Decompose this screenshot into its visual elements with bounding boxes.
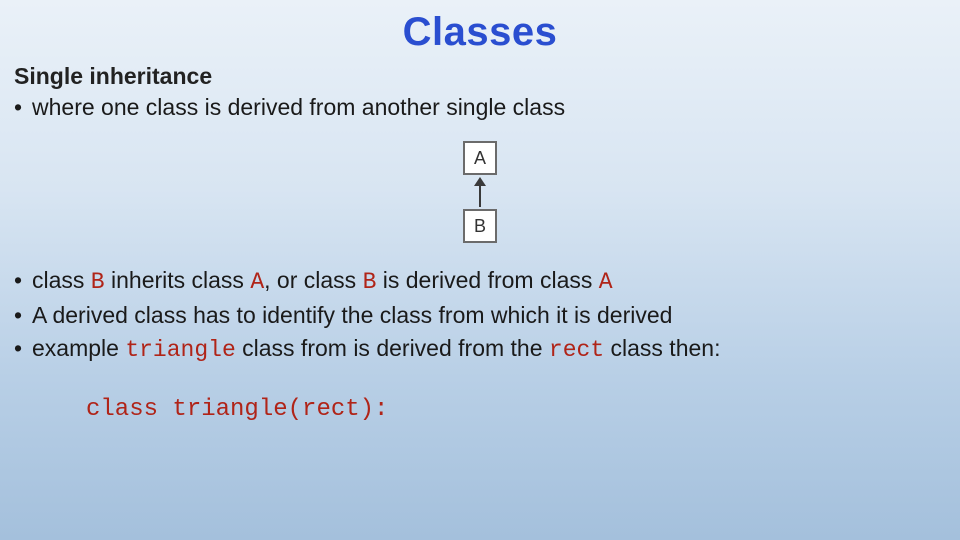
t: class from is derived from the [236,335,549,361]
bullet-3: • A derived class has to identify the cl… [14,300,946,331]
code-a: A [250,269,264,295]
slide-title: Classes [0,0,960,55]
code-a: A [599,269,613,295]
bullet-dot-icon: • [14,92,32,123]
bullet-4-text: example triangle class from is derived f… [32,333,946,366]
code-example: class triangle(rect): [86,396,946,423]
diagram-arrow [14,175,946,209]
bullet-4: • example triangle class from is derived… [14,333,946,366]
arrow-up-icon [471,177,489,207]
t: class then: [604,335,720,361]
bullet-1-text: where one class is derived from another … [32,92,946,123]
inheritance-diagram: A B [14,141,946,243]
slide: Classes Single inheritance • where one c… [0,0,960,540]
bullet-2-text: class B inherits class A, or class B is … [32,265,946,298]
t: class [32,267,91,293]
code-b: B [91,269,105,295]
subheading: Single inheritance [14,63,946,90]
t: is derived from class [376,267,598,293]
bullet-2: • class B inherits class A, or class B i… [14,265,946,298]
code-triangle: triangle [125,337,235,363]
bullet-3-text: A derived class has to identify the clas… [32,300,946,331]
bullet-1: • where one class is derived from anothe… [14,92,946,123]
diagram-box-a: A [463,141,497,175]
bullet-dot-icon: • [14,300,32,331]
t: inherits class [105,267,251,293]
bullet-dot-icon: • [14,265,32,298]
bullet-dot-icon: • [14,333,32,366]
diagram-box-b: B [463,209,497,243]
code-b: B [363,269,377,295]
t: , or class [264,267,362,293]
t: example [32,335,125,361]
slide-content: Single inheritance • where one class is … [0,55,960,423]
code-rect: rect [549,337,604,363]
